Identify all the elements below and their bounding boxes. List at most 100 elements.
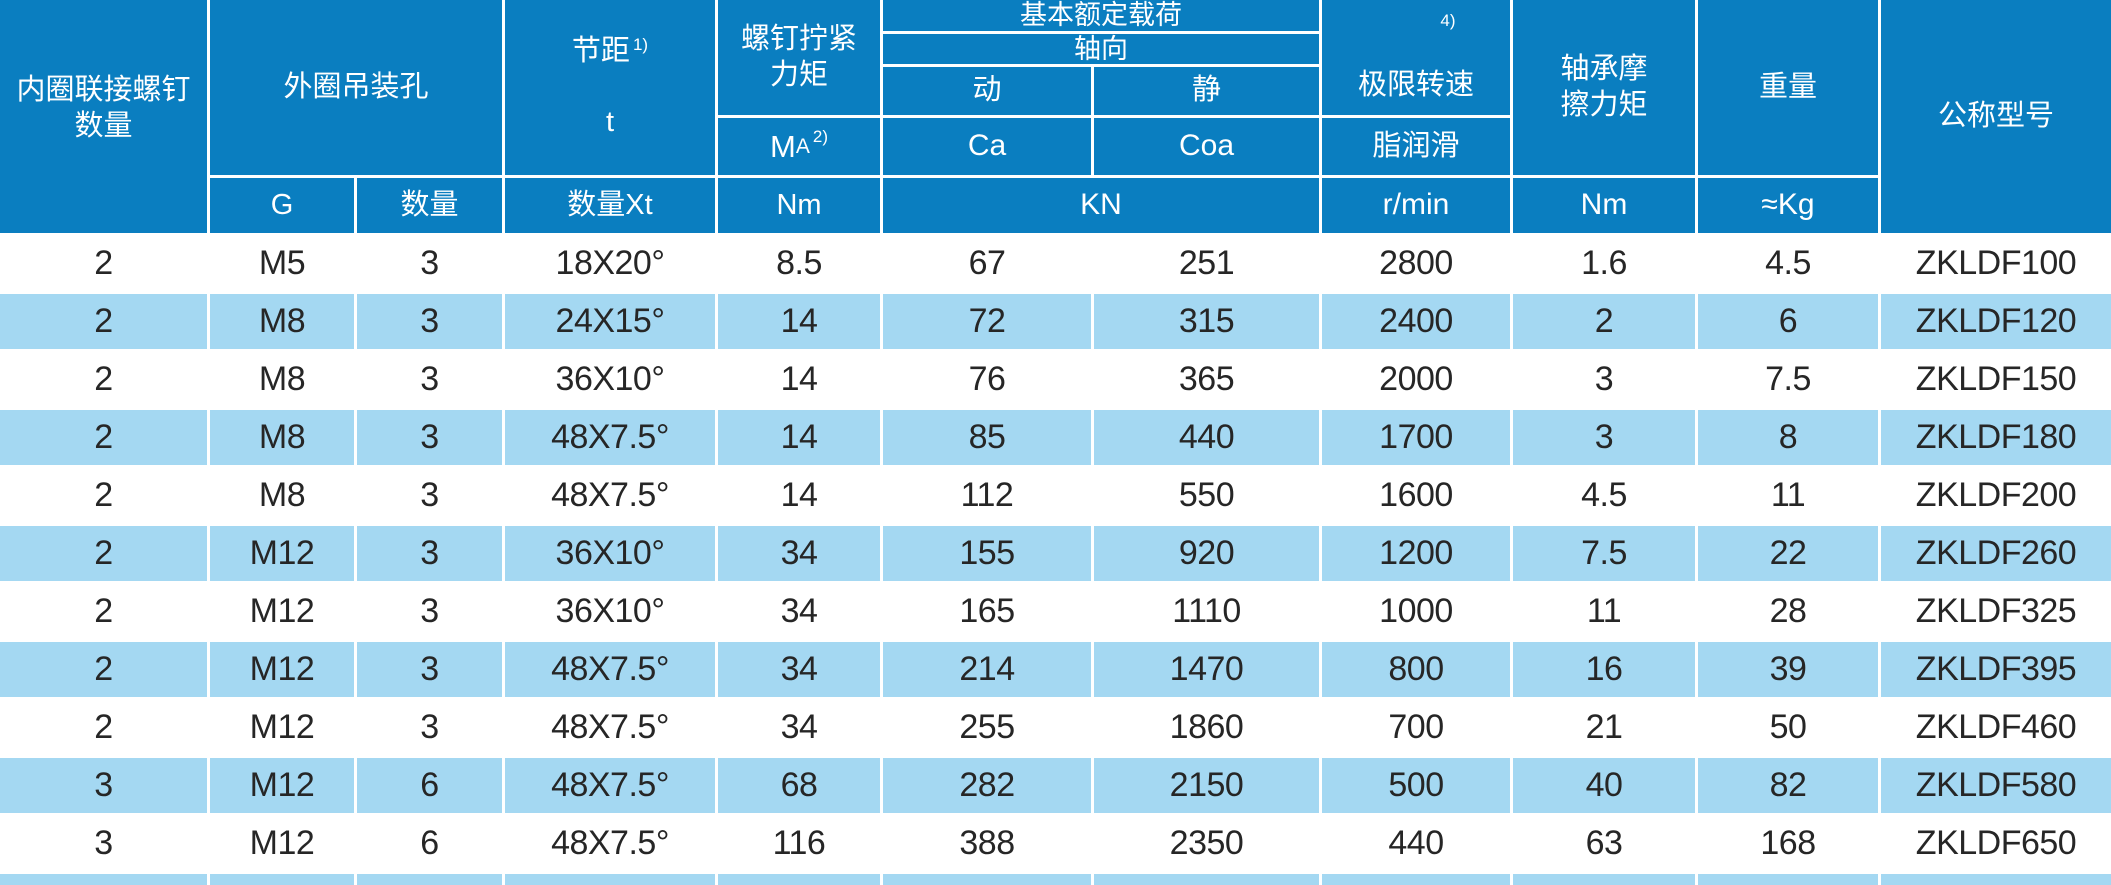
cell-limit-speed: 1000 — [1379, 592, 1453, 630]
cell-load-static-coa: 550 — [1178, 476, 1235, 514]
cell-load-dynamic-ca: 282 — [883, 758, 1091, 813]
cell-lifting-hole-g: M12 — [210, 758, 354, 813]
cell-limit-speed: 2400 — [1322, 294, 1510, 349]
cell-inner-ring-screws: 2 — [94, 708, 113, 746]
cell-lifting-hole-qty: 3 — [420, 708, 439, 746]
cell-model: ZKLDF150 — [1915, 360, 2077, 398]
cell-inner-ring-screws — [0, 874, 207, 885]
cell-lifting-hole-g: M8 — [258, 360, 306, 398]
pitch-symbol: t — [605, 106, 615, 139]
cell-load-static-coa: 315 — [1094, 294, 1319, 349]
cell-lifting-hole-g: M12 — [210, 642, 354, 697]
header-friction-torque-unit: Nm — [1513, 178, 1695, 233]
header-screw-torque-unit: Nm — [718, 178, 880, 233]
cell-lifting-hole-qty: 3 — [357, 294, 502, 349]
cell-model: ZKLDF180 — [1881, 410, 2111, 465]
cell-tightening-torque: 68 — [718, 758, 880, 813]
cell-limit-speed: 1200 — [1322, 526, 1510, 581]
table-body: 2 M5 3 18X20° 8.5 67 251 2800 1.6 4.5 ZKLDF100 2 M8 3… — [0, 236, 2111, 885]
cell-friction-torque: 16 — [1513, 642, 1695, 697]
cell-inner-ring-screws: 2 — [0, 410, 207, 465]
table-row: 2 M8 3 24X15° 14 72 315 2400 2 6 ZKLDF120 — [0, 294, 2111, 349]
cell-weight: 11 — [1770, 476, 1806, 514]
header-inner-ring-screw-count: 内圈联接螺钉 数量 — [0, 0, 207, 233]
cell-pitch: 48X7.5° — [505, 410, 715, 465]
cell-friction-torque: 4.5 — [1581, 476, 1627, 514]
header-screw-torque-symbol: M A 2) — [718, 118, 880, 175]
cell-pitch: 36X10° — [555, 592, 665, 630]
cell-load-dynamic-ca: 85 — [883, 410, 1091, 465]
cell-tightening-torque: 8.5 — [776, 244, 822, 282]
header-pitch: 节距 1) t — [505, 0, 715, 175]
cell-pitch: 48X7.5° — [505, 758, 715, 813]
cell-pitch — [505, 874, 715, 885]
cell-weight: 22 — [1698, 526, 1878, 581]
cell-limit-speed — [1322, 874, 1510, 885]
cell-friction-torque: 11 — [1586, 592, 1622, 630]
header-friction-torque: 轴承摩 擦力矩 — [1513, 0, 1695, 175]
header-outer-ring-qty: 数量 — [357, 178, 502, 233]
cell-lifting-hole-g: M12 — [249, 708, 315, 746]
header-static: 静 — [1094, 67, 1319, 115]
cell-limit-speed: 1700 — [1322, 410, 1510, 465]
header-limit-speed: 4) 极限转速 — [1322, 0, 1510, 115]
cell-load-static-coa: 251 — [1178, 244, 1235, 282]
cell-friction-torque: 21 — [1585, 708, 1623, 746]
pitch-label: 节距 — [571, 35, 630, 68]
cell-load-dynamic-ca: 112 — [960, 476, 1014, 514]
cell-load-dynamic-ca: 214 — [883, 642, 1091, 697]
cell-friction-torque: 3 — [1513, 410, 1695, 465]
cell-load-dynamic-ca — [883, 874, 1091, 885]
limit-speed-label: 极限转速 — [1357, 69, 1474, 101]
table-row: 2 M5 3 18X20° 8.5 67 251 2800 1.6 4.5 ZKLDF100 — [0, 236, 2111, 291]
cell-pitch: 48X7.5° — [551, 476, 669, 514]
cell-inner-ring-screws: 2 — [0, 526, 207, 581]
cell-weight: 8 — [1698, 410, 1878, 465]
cell-limit-speed: 2800 — [1379, 244, 1453, 282]
cell-limit-speed: 440 — [1388, 824, 1444, 862]
cell-limit-speed: 800 — [1322, 642, 1510, 697]
header-basic-load: 基本额定载荷 — [883, 0, 1319, 31]
cell-friction-torque: 7.5 — [1513, 526, 1695, 581]
cell-load-static-coa: 440 — [1094, 410, 1319, 465]
limit-speed-footnote: 4) — [1440, 10, 1456, 30]
cell-inner-ring-screws: 3 — [94, 824, 113, 862]
table-row: 2 M8 3 48X7.5° 14 112 550 1600 4.5 11 ZKLDF200 — [0, 468, 2111, 523]
cell-load-static-coa: 920 — [1094, 526, 1319, 581]
cell-lifting-hole-qty: 3 — [420, 592, 439, 630]
cell-lifting-hole-g: M8 — [258, 476, 306, 514]
cell-weight: 39 — [1698, 642, 1878, 697]
cell-lifting-hole-g — [210, 874, 354, 885]
table-row: 2 M8 3 48X7.5° 14 85 440 1700 3 8 ZKLDF180 — [0, 410, 2111, 465]
cell-model — [1881, 874, 2111, 885]
cell-lifting-hole-qty: 3 — [420, 360, 439, 398]
cell-lifting-hole-qty — [357, 874, 502, 885]
cell-model: ZKLDF580 — [1881, 758, 2111, 813]
cell-load-static-coa: 1470 — [1094, 642, 1319, 697]
cell-tightening-torque: 34 — [718, 526, 880, 581]
table-row — [0, 874, 2111, 885]
cell-friction-torque — [1513, 874, 1695, 885]
cell-pitch: 48X7.5° — [551, 824, 669, 862]
cell-load-static-coa: 365 — [1178, 360, 1235, 398]
cell-load-dynamic-ca: 165 — [959, 592, 1015, 630]
table-row: 2 M12 3 36X10° 34 165 1110 1000 11 28 ZKLDF325 — [0, 584, 2111, 639]
header-outer-ring-lifting-hole: 外圈吊装孔 — [210, 0, 502, 175]
cell-load-dynamic-ca: 255 — [959, 708, 1015, 746]
cell-weight: 7.5 — [1765, 360, 1811, 398]
cell-weight: 28 — [1769, 592, 1807, 630]
cell-load-dynamic-ca: 72 — [883, 294, 1091, 349]
cell-friction-torque: 1.6 — [1581, 244, 1627, 282]
cell-tightening-torque: 34 — [718, 642, 880, 697]
cell-tightening-torque: 14 — [780, 476, 818, 514]
cell-weight: 4.5 — [1765, 244, 1811, 282]
table-row: 3 M12 6 48X7.5° 116 388 2350 440 63 168 ZKLDF650 — [0, 816, 2111, 871]
cell-lifting-hole-qty: 3 — [420, 476, 439, 514]
cell-lifting-hole-qty: 6 — [420, 824, 439, 862]
cell-inner-ring-screws: 2 — [0, 294, 207, 349]
cell-model: ZKLDF200 — [1915, 476, 2077, 514]
cell-weight: 82 — [1698, 758, 1878, 813]
cell-inner-ring-screws: 2 — [94, 244, 113, 282]
table-row: 3 M12 6 48X7.5° 68 282 2150 500 40 82 ZKLDF580 — [0, 758, 2111, 813]
